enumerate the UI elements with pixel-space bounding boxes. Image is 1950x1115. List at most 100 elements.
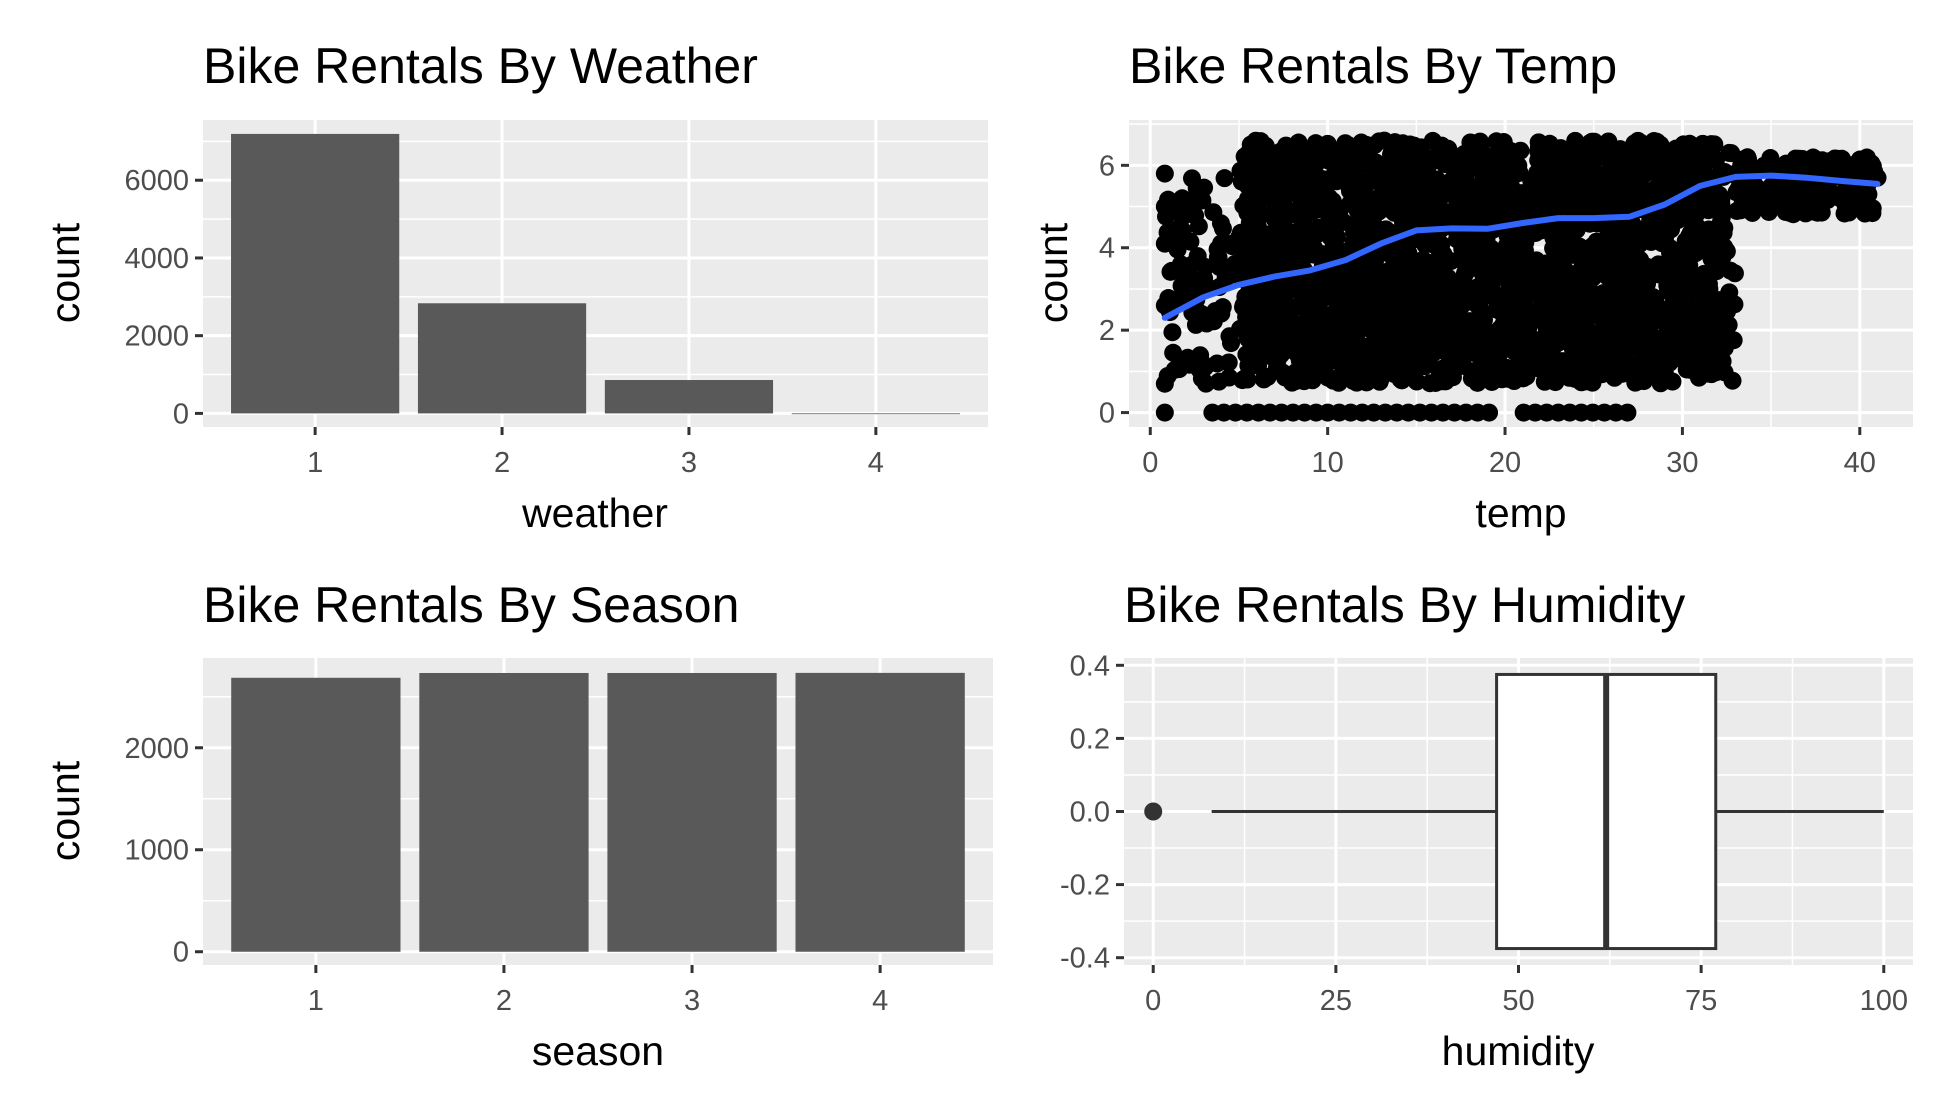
temp-point: [1238, 370, 1257, 389]
temp-point: [1600, 165, 1619, 184]
season-x-tick-label: 4: [872, 985, 888, 1017]
temp-point: [1547, 272, 1566, 291]
humidity-outlier-point: [1144, 802, 1163, 821]
temp-point: [1344, 180, 1363, 199]
season-y-axis-label: count: [42, 760, 88, 861]
temp-point: [1296, 320, 1315, 339]
temp-point: [1187, 179, 1206, 198]
temp-point: [1240, 213, 1259, 232]
temp-point: [1257, 248, 1276, 267]
humidity-x-axis-label: humidity: [1442, 1028, 1595, 1074]
temp-point: [1457, 195, 1476, 214]
temp-point: [1644, 346, 1663, 365]
temp-point: [1299, 307, 1318, 326]
temp-point: [1789, 179, 1808, 198]
temp-point: [1219, 353, 1238, 372]
humidity-axes: 0 25 50 75 100 -0.4 -0.2 0.0 0.2 0.4: [1060, 650, 1908, 1017]
temp-point: [1321, 352, 1340, 371]
temp-point: [1712, 339, 1731, 358]
temp-point: [1184, 353, 1203, 372]
temp-point: [1494, 134, 1513, 153]
temp-point: [1403, 156, 1422, 175]
temp-y-tick-label: 6: [1099, 150, 1115, 182]
temp-point: [1587, 149, 1606, 168]
temp-point: [1384, 337, 1403, 356]
temp-point: [1432, 246, 1451, 265]
temp-point: [1608, 234, 1627, 253]
temp-point: [1204, 203, 1223, 222]
humidity-x-tick-label: 100: [1860, 985, 1908, 1017]
humidity-y-tick-label: -0.2: [1060, 870, 1110, 902]
temp-point: [1188, 247, 1207, 266]
temp-point: [1702, 135, 1721, 154]
temp-point: [1276, 208, 1295, 227]
humidity-y-tick-label: 0.0: [1070, 797, 1110, 829]
temp-point: [1208, 240, 1227, 259]
season-x-tick-label: 1: [308, 985, 324, 1017]
temp-point: [1155, 374, 1174, 393]
temp-points: [1155, 131, 1887, 422]
temp-point: [1253, 189, 1272, 208]
temp-point: [1561, 151, 1580, 170]
temp-point: [1417, 205, 1436, 224]
temp-point: [1435, 155, 1454, 174]
temp-point: [1753, 188, 1772, 207]
temp-point: [1329, 338, 1348, 357]
temp-point: [1565, 369, 1584, 388]
temp-point: [1699, 220, 1718, 239]
temp-point: [1681, 360, 1700, 379]
temp-point: [1629, 359, 1648, 378]
temp-point: [1238, 194, 1257, 213]
season-x-axis-label: season: [532, 1028, 664, 1074]
temp-point: [1474, 310, 1493, 329]
temp-point: [1732, 156, 1751, 175]
temp-point: [1540, 256, 1559, 275]
temp-x-tick-label: 0: [1142, 447, 1158, 479]
temp-point: [1356, 358, 1375, 377]
temp-point: [1360, 172, 1379, 191]
temp-point: [1453, 290, 1472, 309]
temp-point: [1715, 238, 1734, 257]
temp-point: [1643, 229, 1662, 248]
temp-point: [1350, 320, 1369, 339]
temp-point: [1627, 323, 1646, 342]
weather-bar-3: [604, 380, 774, 414]
temp-chart-title: Bike Rentals By Temp: [1129, 38, 1617, 94]
temp-point: [1661, 169, 1680, 188]
temp-point: [1863, 204, 1882, 223]
humidity-x-tick-label: 50: [1502, 985, 1534, 1017]
temp-point: [1689, 291, 1708, 310]
temp-point: [1796, 204, 1815, 223]
temp-point: [1275, 241, 1294, 260]
season-axes: 1 2 3 4 0 1000 2000: [124, 733, 888, 1017]
weather-bar-2: [417, 303, 587, 414]
temp-point: [1613, 364, 1632, 383]
temp-point: [1549, 191, 1568, 210]
humidity-x-tick-label: 25: [1320, 985, 1352, 1017]
season-bar-4: [795, 672, 965, 952]
temp-point: [1155, 296, 1174, 315]
temp-point: [1648, 311, 1667, 330]
temp-point: [1311, 332, 1330, 351]
temp-x-axis-label: temp: [1475, 490, 1566, 536]
weather-y-axis-label: count: [42, 222, 88, 323]
temp-point: [1584, 357, 1603, 376]
weather-axes: 1 2 3 4 0 2000 4000 6000: [124, 165, 883, 479]
temp-point: [1805, 152, 1824, 171]
temp-point: [1285, 298, 1304, 317]
temp-point: [1169, 358, 1188, 377]
temp-point: [1480, 169, 1499, 188]
temp-point: [1327, 311, 1346, 330]
temp-point: [1420, 174, 1439, 193]
season-bar-1: [231, 677, 401, 952]
temp-y-tick-label: 0: [1099, 398, 1115, 430]
temp-point: [1663, 372, 1682, 391]
temp-point: [1169, 261, 1188, 280]
weather-bar-1: [231, 133, 400, 414]
humidity-y-tick-label: -0.4: [1060, 943, 1110, 975]
temp-point: [1394, 213, 1413, 232]
temp-point: [1543, 340, 1562, 359]
temp-point: [1706, 151, 1725, 170]
temp-point: [1625, 137, 1644, 156]
temp-point: [1515, 241, 1534, 260]
